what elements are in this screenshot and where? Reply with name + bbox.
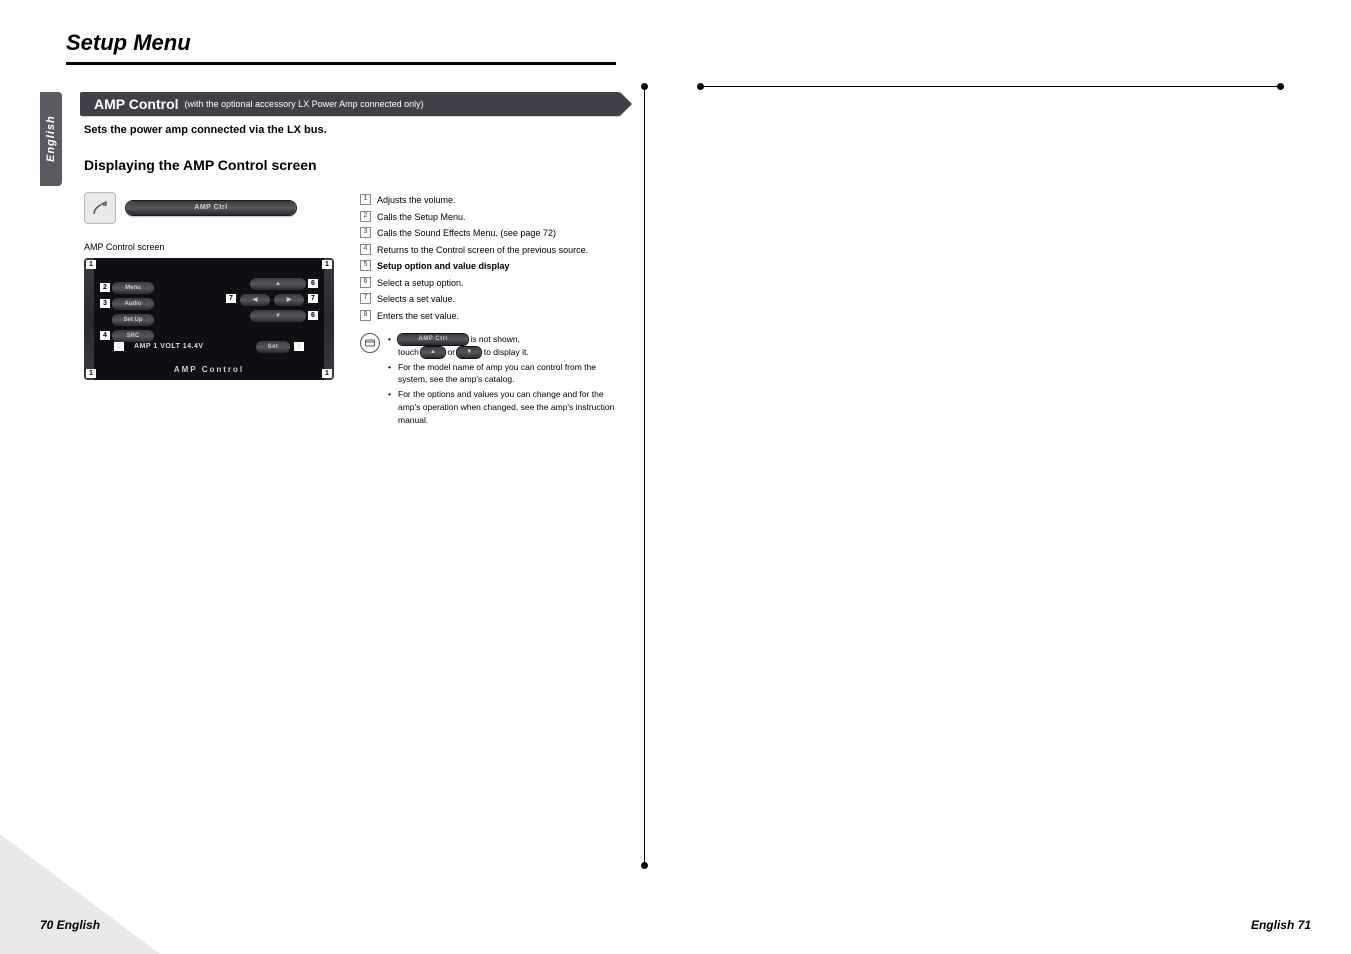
description-text: Calls the Sound Effects Menu. (see page … (377, 227, 620, 241)
down-button[interactable]: ▼ (250, 310, 306, 322)
note-1-or: or (448, 347, 456, 357)
description-number: 6 (360, 277, 371, 288)
right-column: 1 Adjusts the volume. 2 Calls the Setup Men… (360, 194, 620, 428)
callout-7b: 7 (308, 294, 318, 303)
section-heading: Displaying the AMP Control screen (84, 156, 349, 176)
note-1: AMP Ctrl is not shown, touch ▲ or ▼ to d… (398, 333, 620, 359)
banner-description: Sets the power amp connected via the LX … (84, 124, 327, 136)
banner-title: AMP Control (94, 96, 179, 112)
description-item: 7 Selects a set value. (360, 293, 620, 307)
right-page-rule (700, 86, 1280, 87)
divider-dot (641, 862, 648, 869)
left-column: Displaying the AMP Control screen AMP Ct… (84, 156, 349, 380)
bullet: • (388, 388, 394, 426)
callout-6: 6 (308, 279, 318, 288)
description-text: Enters the set value. (377, 310, 620, 324)
volume-strip-left (84, 258, 94, 380)
amp-ctrl-inline-pill: AMP Ctrl (398, 334, 468, 345)
callout-1c: 1 (86, 369, 96, 378)
divider-dot (697, 83, 704, 90)
callout-1: 1 (86, 260, 96, 269)
amp-control-screen: ◂▪ ▪▸ ▪▸ ◂▪ 1 1 1 1 2 Menu 3 Audio Set U… (84, 258, 334, 380)
description-text: Selects a set value. (377, 293, 620, 307)
volume-strip-right (324, 258, 334, 380)
audio-button[interactable]: Audio (112, 298, 154, 310)
screen-title: AMP Control (98, 365, 320, 374)
description-number: 5 (360, 260, 371, 271)
description-text: Setup option and value display (377, 260, 620, 274)
description-number: 4 (360, 244, 371, 255)
note-1-end: to display it. (484, 347, 529, 357)
status-text: AMP 1 VOLT 14.4V (128, 343, 252, 350)
description-item: 5 Setup option and value display (360, 260, 620, 274)
footer-left: 70 English (40, 918, 100, 932)
description-item: 3 Calls the Sound Effects Menu. (see page… (360, 227, 620, 241)
corner-triangle (0, 834, 160, 954)
description-item: 1 Adjusts the volume. (360, 194, 620, 208)
callout-1b: 1 (322, 260, 332, 269)
description-number: 2 (360, 211, 371, 222)
note-3: For the options and values you can chang… (398, 388, 620, 426)
right-button[interactable]: ▶ (274, 294, 304, 306)
description-number: 7 (360, 293, 371, 304)
callout-8: 8 (294, 342, 304, 351)
description-text: Adjusts the volume. (377, 194, 620, 208)
amp-button-row: AMP Ctrl (84, 192, 349, 224)
up-button[interactable]: ▲ (250, 278, 306, 290)
callout-5: 5 (114, 342, 124, 351)
footer-right: English 71 (1251, 918, 1311, 932)
note-block: • AMP Ctrl is not shown, touch ▲ or ▼ to… (360, 333, 620, 428)
bullet: • (388, 361, 394, 387)
set-button[interactable]: Set (256, 341, 290, 353)
section-banner: AMP Control (with the optional accessory… (80, 92, 620, 116)
description-item: 2 Calls the Setup Menu. (360, 211, 620, 225)
description-text: Calls the Setup Menu. (377, 211, 620, 225)
description-number: 8 (360, 310, 371, 321)
bullet: • (388, 333, 394, 359)
callout-6b: 6 (308, 311, 318, 320)
note-list: • AMP Ctrl is not shown, touch ▲ or ▼ to… (388, 333, 620, 428)
down-inline-pill: ▼ (457, 347, 481, 358)
note-2: For the model name of amp you can contro… (398, 361, 620, 387)
description-item: 6 Select a setup option. (360, 277, 620, 291)
setup-button[interactable]: Set Up (112, 314, 154, 326)
note-1-touch: touch (398, 347, 419, 357)
callout-3: 3 (100, 299, 110, 308)
description-text: Returns to the Control screen of the pre… (377, 244, 620, 258)
amp-ctrl-pill[interactable]: AMP Ctrl (126, 201, 296, 215)
note-1-mid: is not shown, (470, 334, 520, 344)
description-number: 3 (360, 227, 371, 238)
callout-4: 4 (100, 331, 110, 340)
divider-dot (1277, 83, 1284, 90)
callout-7: 7 (226, 294, 236, 303)
page-title: Setup Menu (66, 30, 191, 56)
screenshot-caption: AMP Control screen (84, 242, 349, 252)
note-icon (360, 333, 380, 353)
callout-1d: 1 (322, 369, 332, 378)
menu-button[interactable]: Menu (112, 282, 154, 294)
description-number: 1 (360, 194, 371, 205)
banner-subtitle: (with the optional accessory LX Power Am… (185, 99, 424, 109)
up-inline-pill: ▲ (421, 347, 445, 358)
left-button[interactable]: ◀ (240, 294, 270, 306)
description-item: 8 Enters the set value. (360, 310, 620, 324)
center-divider (644, 86, 645, 866)
language-tab: English (40, 92, 62, 186)
screen-left-buttons: 2 Menu 3 Audio Set Up 4 SRC (100, 282, 154, 342)
divider-dot (641, 83, 648, 90)
amp-icon (84, 192, 116, 224)
title-rule (66, 62, 616, 65)
callout-2: 2 (100, 283, 110, 292)
screen-right-buttons: ▲ 6 7 ◀ ▶ 7 ▼ 6 (226, 278, 318, 322)
description-text: Select a setup option. (377, 277, 620, 291)
description-item: 4 Returns to the Control screen of the pr… (360, 244, 620, 258)
status-bar: 5 AMP 1 VOLT 14.4V Set 8 (114, 340, 304, 354)
description-list: 1 Adjusts the volume. 2 Calls the Setup Men… (360, 194, 620, 323)
